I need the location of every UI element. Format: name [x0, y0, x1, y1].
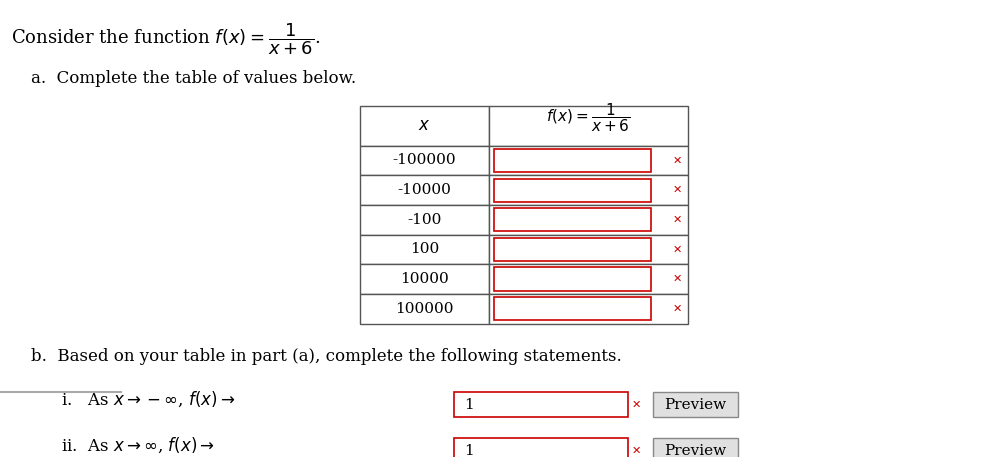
Text: 100000: 100000 [395, 302, 454, 316]
Text: ✕: ✕ [632, 446, 641, 456]
Bar [359, 234, 489, 264]
Bar [489, 264, 688, 294]
Bar [489, 106, 688, 146]
Bar [359, 106, 489, 146]
Bar [359, 264, 489, 294]
Bar [654, 392, 738, 417]
Bar [359, 205, 489, 234]
Bar [359, 146, 489, 175]
Text: b.  Based on your table in part (a), complete the following statements.: b. Based on your table in part (a), comp… [31, 348, 622, 365]
Text: ✕: ✕ [673, 215, 682, 225]
Text: ✕: ✕ [673, 304, 682, 314]
Text: -10000: -10000 [397, 183, 451, 197]
Bar [454, 438, 629, 457]
Bar [494, 267, 652, 291]
Bar [494, 179, 652, 202]
Bar [654, 438, 738, 457]
Bar [489, 234, 688, 264]
Bar [494, 208, 652, 231]
Text: $x$: $x$ [418, 117, 430, 134]
Text: -100000: -100000 [392, 154, 456, 167]
Text: Consider the function $f(x) = \dfrac{1}{x+6}$.: Consider the function $f(x) = \dfrac{1}{… [11, 21, 321, 57]
Text: ✕: ✕ [673, 244, 682, 255]
Bar [494, 149, 652, 172]
Text: ✕: ✕ [632, 399, 641, 409]
Bar [454, 392, 629, 417]
Text: 100: 100 [410, 243, 439, 256]
Text: ✕: ✕ [673, 185, 682, 195]
Text: i.   As $x \rightarrow -\infty$, $f(x) \rightarrow$: i. As $x \rightarrow -\infty$, $f(x) \ri… [61, 390, 236, 409]
Text: 1: 1 [464, 444, 474, 457]
Text: ii.  As $x \rightarrow \infty$, $f(x) \rightarrow$: ii. As $x \rightarrow \infty$, $f(x) \ri… [61, 436, 216, 455]
Text: a.  Complete the table of values below.: a. Complete the table of values below. [31, 69, 356, 86]
Text: ✕: ✕ [673, 274, 682, 284]
Bar [359, 294, 489, 324]
Bar [489, 175, 688, 205]
Bar [494, 297, 652, 320]
Text: Preview: Preview [665, 398, 727, 411]
Text: Preview: Preview [665, 444, 727, 457]
Bar [489, 205, 688, 234]
Bar [489, 294, 688, 324]
Text: $f(x) = \dfrac{1}{x+6}$: $f(x) = \dfrac{1}{x+6}$ [546, 101, 631, 134]
Text: ✕: ✕ [673, 155, 682, 165]
Bar [489, 146, 688, 175]
Bar [359, 175, 489, 205]
Text: 1: 1 [464, 398, 474, 411]
Text: -100: -100 [407, 213, 441, 227]
Bar [494, 238, 652, 261]
Text: 10000: 10000 [400, 272, 449, 286]
